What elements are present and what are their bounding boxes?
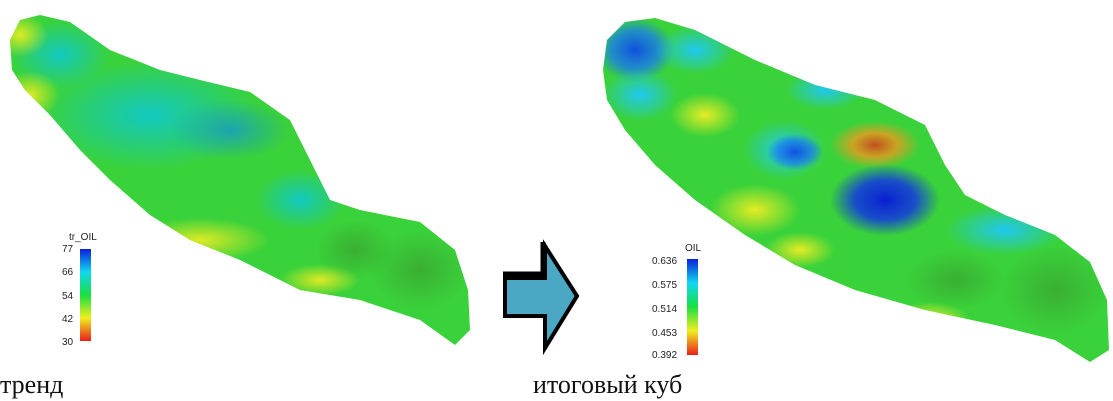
final-cube-legend-tick: 0.636 (652, 256, 678, 267)
trend-legend-tick: 66 (62, 267, 74, 278)
final-cube-legend-tick: 0.514 (652, 304, 678, 315)
trend-panel: tr_OIL 77 66 54 42 30 тренд (0, 0, 480, 401)
final-cube-legend-tick: 0.575 (652, 280, 678, 291)
trend-legend-tick: 42 (62, 314, 74, 325)
final-cube-surface-map (603, 18, 1109, 362)
trend-legend-tick: 54 (62, 291, 74, 302)
trend-legend-tick: 30 (62, 337, 74, 348)
final-cube-legend-tick: 0.453 (652, 328, 678, 339)
trend-legend-colorbar (80, 249, 91, 341)
trend-legend-tick: 77 (62, 244, 74, 255)
final-cube-panel: OIL 0.636 0.575 0.514 0.453 0.392 итогов… (533, 0, 1113, 401)
final-cube-legend-title: OIL (685, 243, 702, 254)
trend-surface-map (10, 15, 470, 345)
final-cube-legend-colorbar (687, 259, 698, 355)
trend-legend-title: tr_OIL (69, 232, 97, 243)
arrow-right-icon (503, 239, 580, 356)
final-cube-legend-tick: 0.392 (652, 350, 678, 361)
final-cube-caption: итоговый куб (533, 370, 683, 399)
trend-caption: тренд (0, 370, 64, 399)
